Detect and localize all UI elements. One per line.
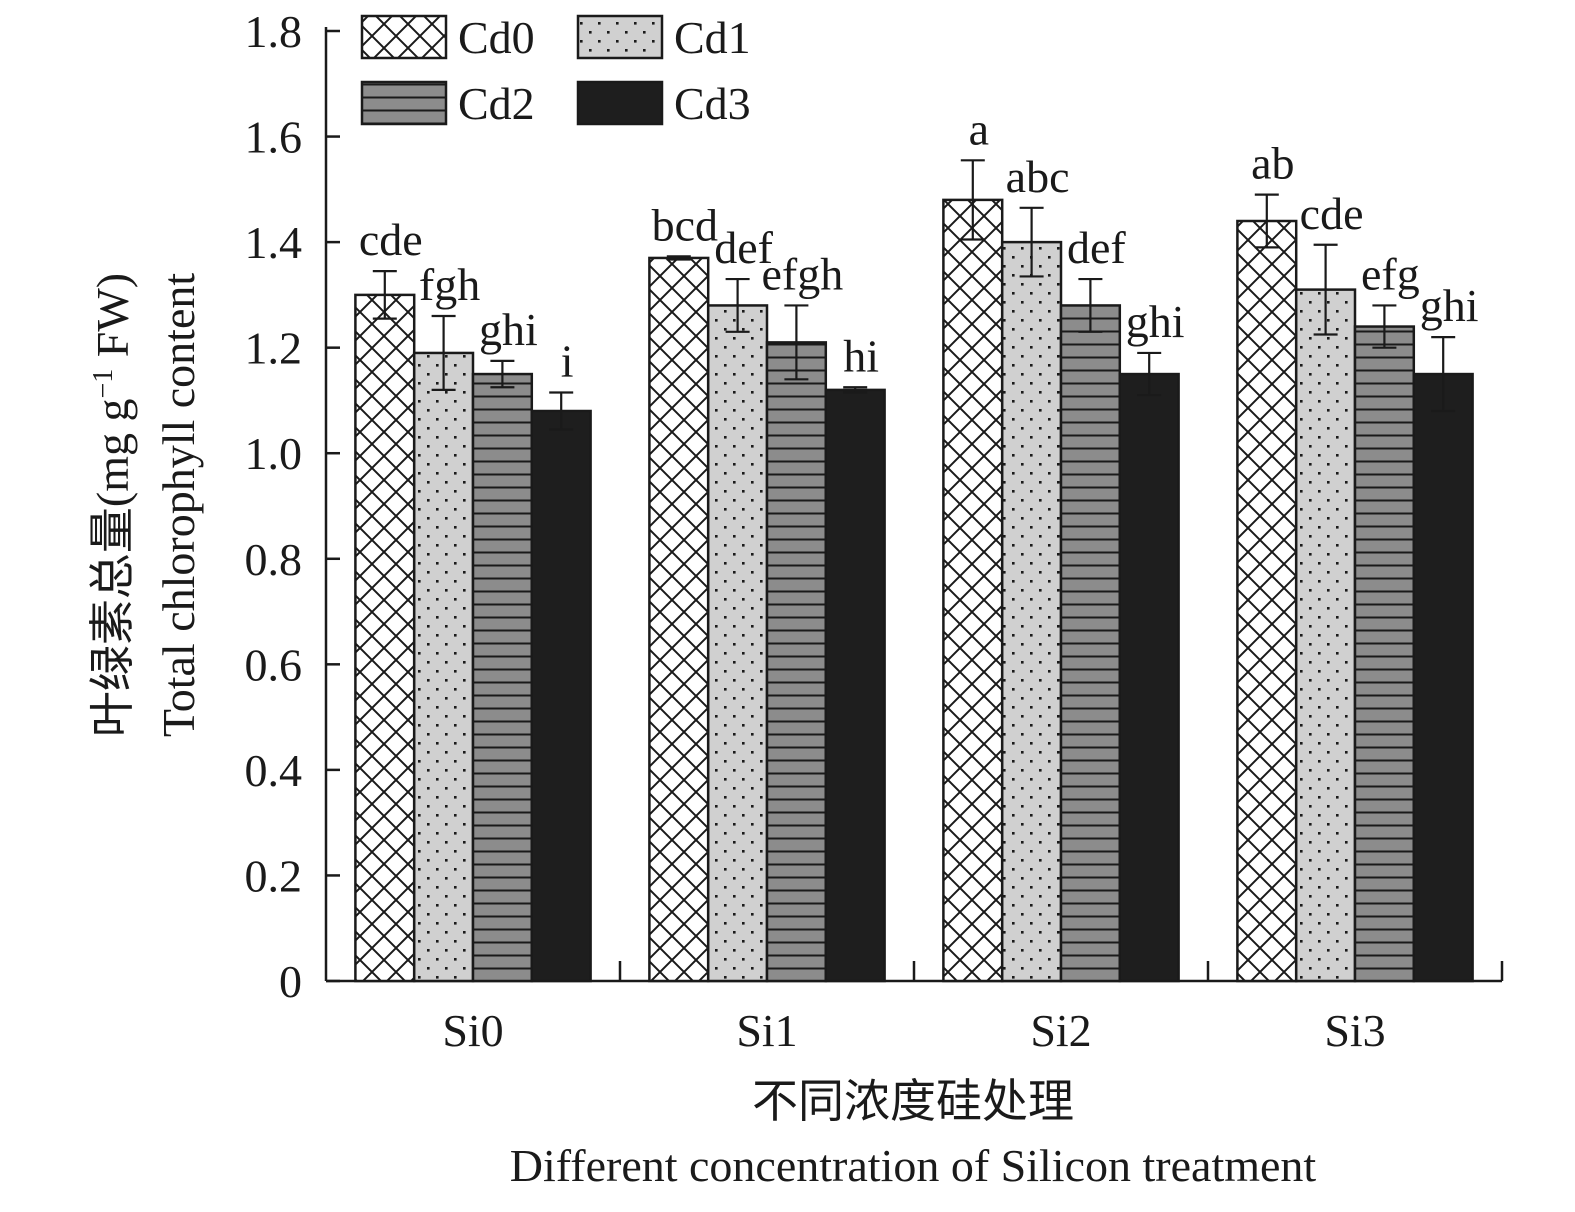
significance-letter: ghi: [1420, 280, 1479, 331]
legend-label-cd2: Cd2: [458, 78, 535, 129]
legend-swatch-cd3: [576, 80, 664, 126]
bar-cd1-si3: [1294, 288, 1357, 983]
y-axis-title-cn: 叶绿素总量(mg g−1 FW): [87, 273, 138, 737]
x-tick-label: Si3: [1324, 1005, 1385, 1056]
significance-letter: i: [561, 336, 574, 387]
significance-letter: def: [1067, 222, 1126, 273]
significance-letter: bcd: [652, 199, 718, 250]
x-axis-title-cn: 不同浓度硅处理: [752, 1076, 1074, 1127]
significance-letter: def: [714, 222, 773, 273]
x-tick-label: Si0: [442, 1005, 503, 1056]
bar-cd2-si3: [1353, 325, 1416, 983]
bar-cd0-si0: [354, 293, 416, 983]
x-tick-label: Si1: [736, 1005, 797, 1056]
y-tick-label: 1.8: [245, 6, 303, 57]
bar-cd3-si2: [1118, 372, 1180, 983]
y-tick-label: 0.4: [245, 745, 303, 796]
bar-cd2-si2: [1059, 304, 1122, 983]
legend: Cd0 Cd1 Cd2 Cd3: [360, 12, 751, 129]
y-axis-title-cn-text: 叶绿素总量: [87, 507, 138, 737]
significance-letter: efg: [1361, 248, 1420, 299]
significance-letter: abc: [1006, 151, 1070, 202]
significance-letter: ghi: [1126, 296, 1185, 347]
y-tick-label: 0.8: [245, 534, 303, 585]
bar-cd0-si3: [1236, 219, 1298, 983]
bar-cd3-si0: [530, 409, 592, 983]
y-axis-unit-sup: −1: [88, 369, 119, 399]
y-axis: 0 0.2 0.4 0.6 0.8 1.0 1.2 1.4 1.6 1.8: [245, 6, 340, 1007]
x-tick-label: Si2: [1030, 1005, 1091, 1056]
y-axis-unit-close: FW): [87, 273, 138, 369]
y-tick-label: 0.2: [245, 850, 303, 901]
y-axis-title-en: Total chlorophyll content: [153, 273, 204, 738]
bar-cd1-si1: [706, 304, 769, 983]
bar-cd2-si1: [765, 341, 828, 983]
bar-cd1-si0: [412, 351, 475, 983]
y-tick-label: 0: [279, 956, 302, 1007]
legend-swatch-cd0: [360, 14, 448, 60]
significance-letter: cde: [359, 214, 423, 265]
y-tick-label: 1.6: [245, 112, 303, 163]
y-axis-unit-open: (mg g: [87, 399, 138, 508]
bar-cd1-si2: [1000, 240, 1063, 983]
bar-cd3-si1: [824, 388, 886, 983]
significance-letter: ghi: [479, 304, 538, 355]
significance-letter: cde: [1300, 188, 1364, 239]
bar-cd3-si3: [1412, 372, 1474, 983]
significance-letter: hi: [843, 330, 879, 381]
legend-swatch-cd1: [576, 14, 664, 60]
y-tick-label: 1.4: [245, 217, 303, 268]
legend-swatch-cd2: [360, 80, 448, 126]
bar-cd0-si2: [942, 198, 1004, 983]
legend-label-cd1: Cd1: [674, 12, 751, 63]
y-tick-label: 0.6: [245, 639, 303, 690]
x-axis-title: Different concentration of Silicon treat…: [510, 1140, 1317, 1191]
bar-cd2-si0: [471, 372, 534, 983]
significance-letter: a: [969, 103, 989, 154]
legend-label-cd3: Cd3: [674, 78, 751, 129]
significance-letter: ab: [1251, 138, 1294, 189]
significance-letter: fgh: [419, 259, 480, 310]
significance-letter: efgh: [762, 248, 844, 299]
bar-cd0-si1: [648, 256, 710, 983]
legend-label-cd0: Cd0: [458, 12, 535, 63]
y-tick-label: 1.2: [245, 323, 303, 374]
y-tick-label: 1.0: [245, 428, 303, 479]
